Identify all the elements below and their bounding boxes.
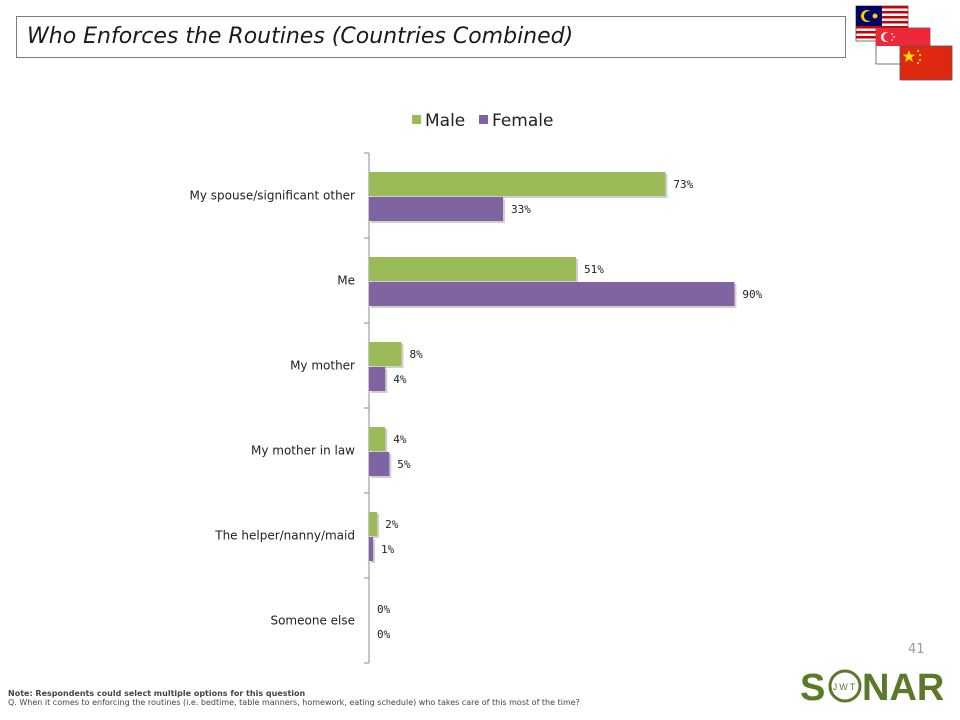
data-label-female: 90% — [742, 288, 762, 301]
data-label-female: 1% — [381, 543, 395, 556]
data-label-male: 8% — [409, 348, 423, 361]
china-flag-icon — [899, 45, 953, 81]
question-text: Q. When it comes to enforcing the routin… — [8, 698, 580, 707]
legend-label-female: Female — [492, 111, 553, 131]
title-box: Who Enforces the Routines (Countries Com… — [16, 16, 846, 58]
category-label: My mother — [290, 359, 355, 373]
data-label-male: 2% — [385, 518, 399, 531]
category-label: Someone else — [270, 614, 355, 628]
data-label-male: 51% — [584, 263, 604, 276]
page-number: 41 — [908, 642, 925, 657]
svg-text:JWT: JWT — [833, 682, 858, 692]
data-label-male: 73% — [673, 178, 693, 191]
category-label: My spouse/significant other — [189, 189, 355, 203]
bar-male — [369, 512, 378, 536]
svg-text:NAR: NAR — [862, 667, 943, 709]
footnote: Note: Respondents could select multiple … — [8, 689, 580, 707]
bar-male — [369, 342, 402, 366]
bar-female — [369, 537, 374, 561]
legend-label-male: Male — [425, 111, 465, 131]
bar-male — [369, 427, 386, 451]
flags-group — [855, 5, 953, 81]
data-label-male: 0% — [377, 603, 391, 616]
bar-male — [369, 172, 666, 196]
sonar-logo: S JWT NAR — [800, 667, 943, 709]
page-title: Who Enforces the Routines (Countries Com… — [27, 24, 574, 49]
note-label: Note: Respondents could select multiple … — [8, 689, 306, 698]
data-label-female: 5% — [397, 458, 411, 471]
bar-female — [369, 197, 503, 221]
legend-swatch-female — [479, 115, 488, 124]
category-label: My mother in law — [251, 444, 355, 458]
category-label: Me — [337, 274, 355, 288]
bar-female — [369, 367, 386, 391]
svg-text:S: S — [800, 667, 825, 709]
legend-swatch-male — [412, 115, 421, 124]
bar-male — [369, 257, 577, 281]
data-label-male: 4% — [393, 433, 407, 446]
data-label-female: 0% — [377, 628, 391, 641]
data-label-female: 33% — [511, 203, 531, 216]
category-label: The helper/nanny/maid — [214, 529, 355, 543]
data-label-female: 4% — [393, 373, 407, 386]
bar-female — [369, 452, 390, 476]
bar-female — [369, 282, 735, 306]
